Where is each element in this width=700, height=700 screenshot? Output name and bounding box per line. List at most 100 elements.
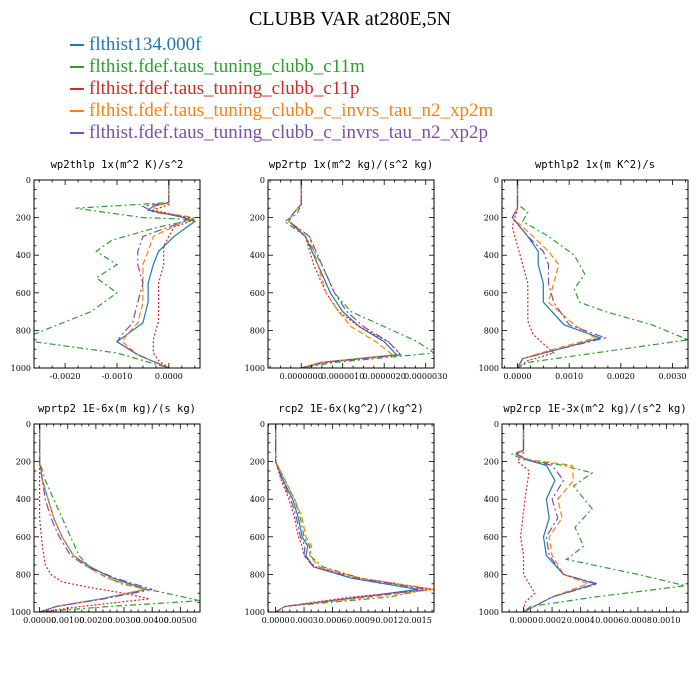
x-tick-label: 0.0015 [404,616,432,625]
panel: wp2rtp 1x(m^2 kg)/(s^2 kg) 0 200 400 600 800 1… [245,159,448,381]
y-tick-label: 200 [484,458,499,467]
y-tick-label: 0 [260,420,265,429]
series-line [511,180,608,368]
series-line [38,424,153,612]
y-tick-label: 800 [250,570,265,579]
legend-swatch [70,132,84,134]
y-tick-label: 600 [484,289,499,298]
y-tick-label: 600 [484,533,499,542]
y-tick-label: 800 [484,570,499,579]
series-line [288,180,403,368]
x-tick-label: 0.0000 [155,372,183,381]
legend-item: flthist.fdef.taus_tuning_clubb_c_invrs_t… [70,100,493,122]
x-tick-label: 0.0000 [509,616,537,625]
legend-item: flthist.fdef.taus_tuning_clubb_c11m [70,56,493,78]
series-line [275,424,428,612]
panel-title: wp2rtp 1x(m^2 kg)/(s^2 kg) [269,159,433,171]
y-tick-label: 1000 [11,364,31,373]
series-line [34,180,195,368]
x-tick-label: 0.0000020 [363,372,406,381]
y-tick-label: 400 [16,495,31,504]
plot-frame [33,179,201,369]
y-tick-label: 600 [16,289,31,298]
series-line [275,424,434,612]
legend-swatch [70,88,84,90]
plot-frame [267,179,435,369]
series-line [510,424,686,612]
y-tick-label: 0 [26,176,31,185]
series-line [275,424,434,612]
x-tick-label: 0.0010 [555,372,583,381]
legend-label: flthist134.000f [89,34,202,55]
y-tick-label: 0 [260,176,265,185]
y-tick-label: 200 [484,214,499,223]
y-tick-label: 800 [250,326,265,335]
plot-frame [33,423,201,613]
x-tick-label: 0.0006 [595,616,623,625]
series-line [275,424,428,612]
y-tick-label: 400 [250,495,265,504]
x-tick-label: -0.0010 [102,372,133,381]
x-tick-label: 0.0000 [504,372,532,381]
x-tick-label: 0.0000000 [280,372,323,381]
series-line [516,180,688,368]
legend: flthist134.000f flthist.fdef.taus_tuning… [70,34,493,144]
legend-swatch [70,66,84,68]
series-line [116,180,192,368]
legend-item: flthist134.000f [70,34,493,56]
series-line [38,424,149,612]
y-tick-label: 800 [16,326,31,335]
x-tick-label: 0.0030 [659,372,687,381]
panel: rcp2 1E-6x(kg^2)/(kg^2) 0 200 400 600 800 1000… [245,403,435,625]
series-line [288,180,403,368]
y-tick-label: 1000 [245,364,265,373]
legend-swatch [70,44,84,46]
x-tick-label: 0.00500 [164,616,197,625]
series-line [121,180,196,368]
y-tick-label: 0 [26,420,31,429]
series-line [38,424,150,612]
x-tick-label: 0.00300 [107,616,140,625]
x-tick-label: 0.0002 [538,616,566,625]
y-tick-label: 1000 [479,364,499,373]
chart-title: CLUBB VAR at280E,5N [248,8,452,30]
legend-label: flthist.fdef.taus_tuning_clubb_c_invrs_t… [89,122,488,143]
x-tick-label: 0.0012 [375,616,403,625]
x-tick-label: 0.0000030 [404,372,447,381]
y-tick-label: 600 [250,289,265,298]
x-tick-label: 0.0008 [624,616,652,625]
x-tick-label: 0.0003 [290,616,318,625]
series-line [288,180,398,368]
panel-title: wpthlp2 1x(m K^2)/s [535,159,655,171]
panel: wp2rcp 1E-3x(m^2 kg)/(s^2 kg) 0 200 400 600 8… [479,403,689,625]
legend-label: flthist.fdef.taus_tuning_clubb_c11p [89,78,360,99]
series-line [516,424,536,612]
panel: wp2thlp 1x(m^2 K)/s^2 0 200 400 600 800 1000 -0… [11,159,201,381]
y-tick-label: 200 [16,214,31,223]
y-tick-label: 1000 [245,608,265,617]
series-line [283,180,434,368]
y-tick-label: 800 [484,326,499,335]
y-tick-label: 400 [250,251,265,260]
y-tick-label: 200 [16,458,31,467]
plot-frame [267,423,435,613]
x-tick-label: -0.0020 [50,372,81,381]
x-tick-label: 0.00400 [136,616,169,625]
x-tick-label: 0.0006 [319,616,347,625]
panel-title: wp2thlp 1x(m^2 K)/s^2 [51,159,184,171]
legend-item: flthist.fdef.taus_tuning_clubb_c_invrs_t… [70,122,493,144]
y-tick-label: 600 [250,533,265,542]
series-line [38,424,200,612]
y-tick-label: 400 [484,251,499,260]
legend-label: flthist.fdef.taus_tuning_clubb_c_invrs_t… [89,100,494,121]
legend-item: flthist.fdef.taus_tuning_clubb_c11p [70,78,493,100]
y-tick-label: 0 [494,176,499,185]
series-line [514,424,590,612]
y-tick-label: 600 [16,533,31,542]
y-tick-label: 200 [250,214,265,223]
panel: wpthlp2 1x(m K^2)/s 0 200 400 600 800 1000 0.00… [479,159,689,381]
x-tick-label: 0.00000 [23,616,56,625]
x-tick-label: 0.00200 [79,616,112,625]
series-line [38,424,147,612]
